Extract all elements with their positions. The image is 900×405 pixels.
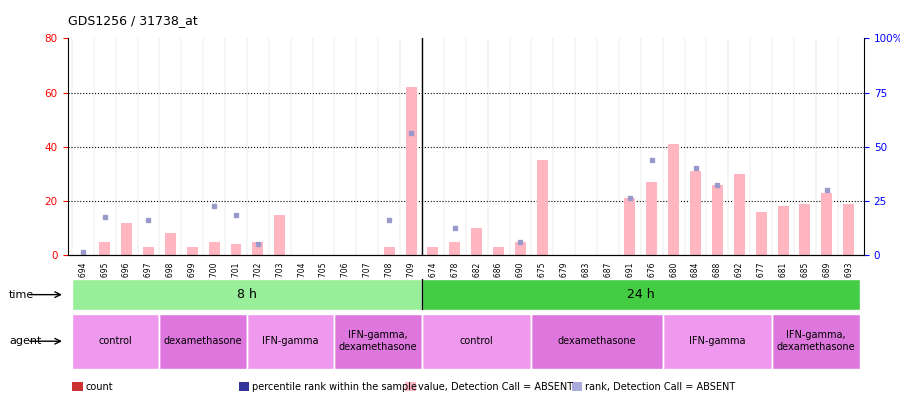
Bar [843,204,854,255]
Bar [187,247,198,255]
Bar [252,242,264,255]
Bar [209,242,220,255]
Text: value, Detection Call = ABSENT: value, Detection Call = ABSENT [418,382,573,392]
Bar [72,279,422,310]
Bar [165,233,176,255]
Text: IFN-gamma: IFN-gamma [689,336,745,346]
Text: IFN-gamma,
dexamethasone: IFN-gamma, dexamethasone [777,330,855,352]
Text: IFN-gamma,
dexamethasone: IFN-gamma, dexamethasone [339,330,418,352]
Bar [531,314,662,369]
Bar [335,314,422,369]
Bar [230,244,241,255]
Bar [690,171,701,255]
Text: IFN-gamma: IFN-gamma [263,336,319,346]
Bar [734,174,744,255]
Bar [537,160,548,255]
Text: dexamethasone: dexamethasone [164,336,242,346]
Text: control: control [460,336,493,346]
Text: agent: agent [9,336,41,346]
Bar [122,223,132,255]
Bar [428,247,438,255]
Bar [406,87,417,255]
Text: rank, Detection Call = ABSENT: rank, Detection Call = ABSENT [585,382,735,392]
Bar [274,215,285,255]
Bar [822,193,832,255]
Text: time: time [9,290,34,300]
Bar [799,204,810,255]
Bar [472,228,482,255]
Text: GDS1256 / 31738_at: GDS1256 / 31738_at [68,14,197,27]
Bar [247,314,335,369]
Bar [646,182,657,255]
Bar [99,242,110,255]
Bar [662,314,772,369]
Bar [422,314,531,369]
Text: 24 h: 24 h [627,288,654,301]
Bar [422,279,860,310]
Text: count: count [86,382,113,392]
Bar [756,212,767,255]
Bar [493,247,504,255]
Bar [625,198,635,255]
Text: control: control [99,336,132,346]
Bar [72,314,159,369]
Bar [515,242,526,255]
Bar [143,247,154,255]
Bar [668,144,680,255]
Text: 8 h: 8 h [237,288,256,301]
Text: percentile rank within the sample: percentile rank within the sample [252,382,417,392]
Bar [383,247,394,255]
Bar [712,185,723,255]
Bar [772,314,859,369]
Text: dexamethasone: dexamethasone [558,336,636,346]
Bar [449,242,460,255]
Bar [778,207,788,255]
Bar [159,314,247,369]
